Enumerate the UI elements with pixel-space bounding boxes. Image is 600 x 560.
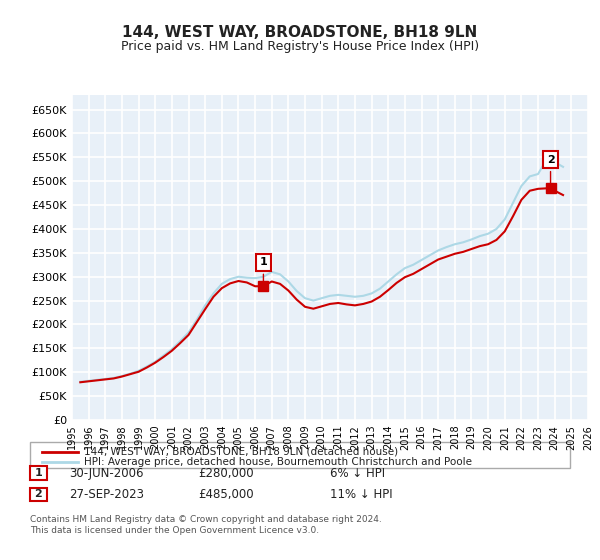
Text: HPI: Average price, detached house, Bournemouth Christchurch and Poole: HPI: Average price, detached house, Bour… (84, 457, 472, 467)
Text: Contains HM Land Registry data © Crown copyright and database right 2024.
This d: Contains HM Land Registry data © Crown c… (30, 515, 382, 535)
Text: 11% ↓ HPI: 11% ↓ HPI (330, 488, 392, 501)
Text: 1: 1 (260, 258, 267, 283)
Text: 2: 2 (35, 489, 42, 500)
Text: 1: 1 (35, 468, 42, 478)
Text: £485,000: £485,000 (198, 488, 254, 501)
Text: 30-JUN-2006: 30-JUN-2006 (69, 466, 143, 480)
Text: 6% ↓ HPI: 6% ↓ HPI (330, 466, 385, 480)
Text: £280,000: £280,000 (198, 466, 254, 480)
Text: 144, WEST WAY, BROADSTONE, BH18 9LN: 144, WEST WAY, BROADSTONE, BH18 9LN (122, 25, 478, 40)
Text: Price paid vs. HM Land Registry's House Price Index (HPI): Price paid vs. HM Land Registry's House … (121, 40, 479, 53)
Text: 144, WEST WAY, BROADSTONE, BH18 9LN (detached house): 144, WEST WAY, BROADSTONE, BH18 9LN (det… (84, 447, 398, 457)
Text: 2: 2 (547, 155, 554, 185)
Text: 27-SEP-2023: 27-SEP-2023 (69, 488, 144, 501)
